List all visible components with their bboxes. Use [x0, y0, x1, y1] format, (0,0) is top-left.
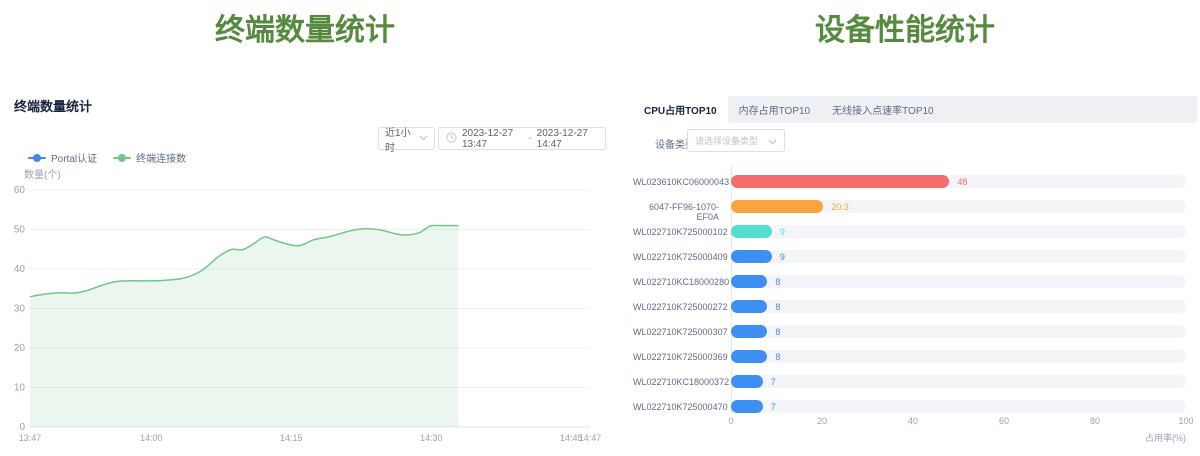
legend-marker-icon [113, 153, 132, 162]
device-type-label: 设备类型 [655, 140, 695, 151]
bar-value: 8 [775, 302, 781, 312]
date-range-separator: - [528, 133, 532, 144]
bar-value: 7 [770, 377, 776, 388]
tab-2[interactable]: 无线接入点速率TOP10 [832, 106, 934, 117]
device-label: WL022710K725000307 [633, 327, 728, 338]
bar-chart-axis [731, 166, 732, 414]
device-label: WL022710K725000272 [633, 302, 728, 312]
svg-text:14:15: 14:15 [280, 433, 303, 443]
date-range-start: 2023-12-27 13:47 [462, 127, 514, 150]
legend-label: Portal认证 [51, 154, 98, 165]
bar-track [731, 274, 1186, 288]
device-performance-section-title: 设备性能统计 [815, 14, 995, 47]
bar-track [731, 350, 1186, 364]
svg-text:14:45: 14:45 [560, 433, 583, 443]
x-axis-tick: 40 [907, 416, 918, 426]
device-type-select[interactable]: 请选择设备类型 [687, 129, 785, 152]
bar-track [731, 400, 1186, 414]
bar [731, 300, 768, 313]
bar-value: 8 [775, 327, 781, 338]
bar-value: 20.3 [831, 201, 849, 212]
svg-text:60: 60 [14, 185, 26, 196]
device-label: WL022710KC18000280 [633, 276, 730, 287]
chart-legend: Portal认证 终端连接数 [28, 150, 186, 165]
bar [731, 224, 772, 238]
chevron-down-icon [419, 133, 428, 144]
svg-text:14:30: 14:30 [420, 433, 443, 443]
tab-0[interactable]: CPU占用TOP10 [633, 96, 728, 123]
time-range-value: 近1小时 [385, 127, 411, 154]
bar-value: 8 [775, 352, 781, 363]
legend-marker-icon [28, 153, 46, 162]
terminal-count-line-chart: 0 10 20 30 40 50 60 13:47 14:00 14:15 14:30 14:4514… [14, 185, 602, 443]
svg-text:10: 10 [14, 383, 26, 394]
clock-icon [446, 131, 457, 146]
device-label: 6047-FF96-1070-EF0A [648, 201, 719, 222]
bar-track [731, 199, 1186, 213]
date-range-end: 2023-12-27 14:47 [536, 127, 588, 150]
x-axis-tick: 100 [1178, 416, 1194, 426]
chevron-down-icon [768, 132, 777, 150]
device-label: WL022710KC18000372 [633, 377, 730, 388]
device-label: WL022710K725000102 [633, 226, 728, 237]
svg-text:0: 0 [19, 422, 25, 433]
device-label: WL022710K725000369 [633, 352, 728, 363]
legend-item-terminal-connections[interactable]: 终端连接数 [113, 150, 186, 165]
bar [731, 400, 763, 414]
bar-value: 48 [957, 176, 968, 187]
bar-value: 8 [775, 276, 781, 287]
bar-track [731, 375, 1186, 389]
bar [731, 199, 824, 213]
svg-text:30: 30 [14, 304, 26, 315]
bar [731, 375, 763, 389]
bar [731, 249, 772, 263]
device-label: WL022710K725000470 [633, 402, 728, 413]
svg-text:14:47: 14:47 [579, 433, 602, 443]
svg-text:50: 50 [14, 225, 26, 236]
svg-text:13:47: 13:47 [19, 433, 42, 443]
x-axis-tick: 20 [816, 416, 827, 426]
legend-label: 终端连接数 [136, 154, 187, 165]
device-type-placeholder: 请选择设备类型 [695, 136, 759, 146]
terminal-count-card-title: 终端数量统计 [14, 99, 93, 114]
svg-text:20: 20 [14, 343, 26, 354]
bar-track [731, 325, 1186, 339]
x-axis-tick: 60 [998, 416, 1009, 426]
svg-text:40: 40 [14, 264, 26, 275]
cpu-top10-bar-chart: WL023610KC06000043 48 6047-FF96-1070-EF0A 2… [633, 160, 1197, 456]
device-label: WL022710K725000409 [633, 251, 728, 262]
bar [731, 174, 950, 188]
bar-track [731, 300, 1186, 313]
bar-track [731, 224, 1186, 238]
bar-value: 9 [779, 226, 785, 237]
date-range-picker[interactable]: 2023-12-27 13:47 - 2023-12-27 14:47 [438, 127, 606, 150]
bar [731, 325, 768, 339]
tab-bar: CPU占用TOP10 内存占用TOP10 无线接入点速率TOP10 [633, 96, 1197, 123]
x-axis-name: 占用率(%) [1145, 433, 1186, 443]
x-axis-tick: 80 [1089, 416, 1100, 426]
y-axis-name: 数量(个) [24, 170, 61, 181]
svg-text:14:00: 14:00 [140, 433, 163, 443]
bar [731, 350, 768, 364]
bar [731, 274, 768, 288]
device-label: WL023610KC06000043 [633, 176, 730, 187]
bar-track [731, 249, 1186, 263]
x-axis-tick: 0 [728, 416, 734, 426]
terminal-count-section-title: 终端数量统计 [215, 14, 395, 47]
tab-1[interactable]: 内存占用TOP10 [738, 106, 811, 117]
time-range-select[interactable]: 近1小时 [378, 127, 435, 154]
bar-value: 9 [779, 251, 785, 262]
bar-value: 7 [770, 402, 776, 413]
legend-item-portal-auth[interactable]: Portal认证 [28, 150, 97, 165]
